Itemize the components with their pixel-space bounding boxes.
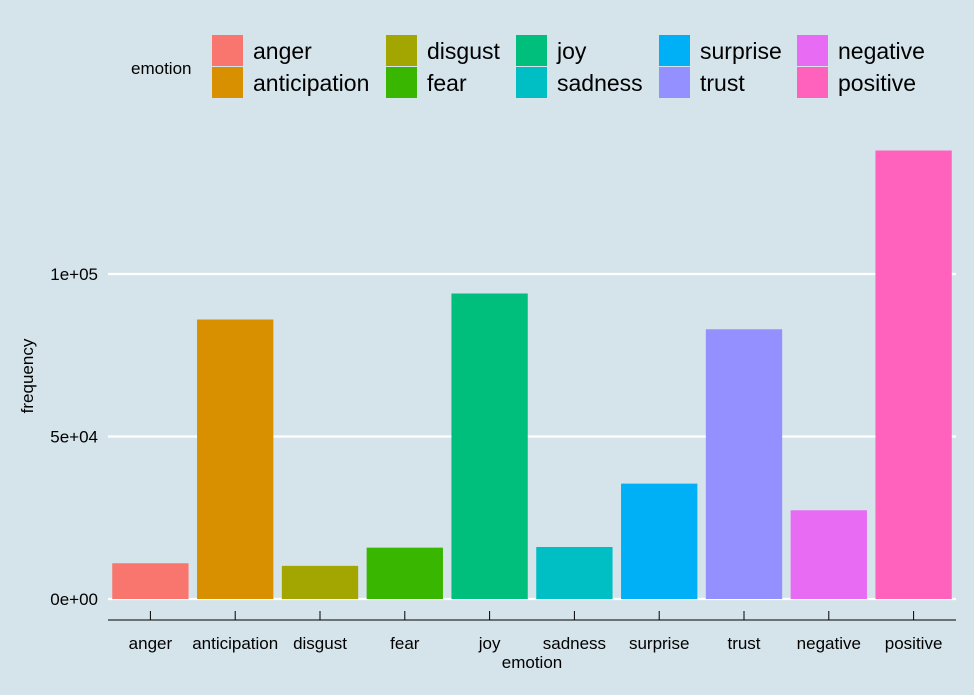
- bar-sadness: [536, 547, 613, 599]
- legend-title: emotion: [131, 59, 191, 78]
- y-tick-label: 1e+05: [50, 265, 98, 284]
- x-tick-label: fear: [390, 634, 420, 653]
- bars: [112, 150, 952, 599]
- legend-swatch-negative: [797, 35, 828, 66]
- legend-swatch-anger: [212, 35, 243, 66]
- y-axis-ticks: 0e+00 5e+04 1e+05: [50, 265, 98, 609]
- bar-surprise: [621, 483, 698, 599]
- legend-swatch-trust: [659, 67, 690, 98]
- bar-negative: [790, 510, 867, 599]
- legend-label: fear: [427, 70, 467, 96]
- legend-swatch-fear: [386, 67, 417, 98]
- legend: emotion anger anticipation disgust fear joy s…: [131, 35, 925, 98]
- x-tick-label: negative: [797, 634, 861, 653]
- legend-label: anticipation: [253, 70, 369, 96]
- legend-label: surprise: [700, 38, 782, 64]
- x-axis-ticks: anger anticipation disgust fear joy sadness su…: [129, 611, 943, 653]
- bar-disgust: [281, 565, 359, 599]
- x-tick-label: anticipation: [192, 634, 278, 653]
- x-tick-label: trust: [727, 634, 760, 653]
- x-tick-label: disgust: [293, 634, 347, 653]
- legend-label: anger: [253, 38, 312, 64]
- legend-label: trust: [700, 70, 745, 96]
- y-tick-label: 5e+04: [50, 428, 98, 447]
- legend-label: positive: [838, 70, 916, 96]
- x-tick-label: sadness: [543, 634, 606, 653]
- bar-positive: [875, 150, 952, 599]
- y-tick-label: 0e+00: [50, 590, 98, 609]
- legend-label: negative: [838, 38, 925, 64]
- y-axis-title: frequency: [18, 338, 37, 413]
- x-tick-label: joy: [478, 634, 501, 653]
- x-tick-label: positive: [885, 634, 943, 653]
- legend-swatch-disgust: [386, 35, 417, 66]
- x-axis-title: emotion: [502, 653, 562, 672]
- legend-label: joy: [556, 38, 587, 64]
- legend-swatch-sadness: [516, 67, 547, 98]
- legend-label: disgust: [427, 38, 500, 64]
- bar-fear: [366, 547, 443, 599]
- bar-anticipation: [197, 319, 274, 599]
- bar-joy: [451, 293, 528, 599]
- legend-swatch-joy: [516, 35, 547, 66]
- bar-trust: [705, 329, 783, 599]
- legend-label: sadness: [557, 70, 643, 96]
- bar-anger: [112, 563, 189, 599]
- x-tick-label: surprise: [629, 634, 689, 653]
- legend-swatch-surprise: [659, 35, 690, 66]
- legend-swatch-anticipation: [212, 67, 243, 98]
- x-tick-label: anger: [129, 634, 173, 653]
- legend-swatch-positive: [797, 67, 828, 98]
